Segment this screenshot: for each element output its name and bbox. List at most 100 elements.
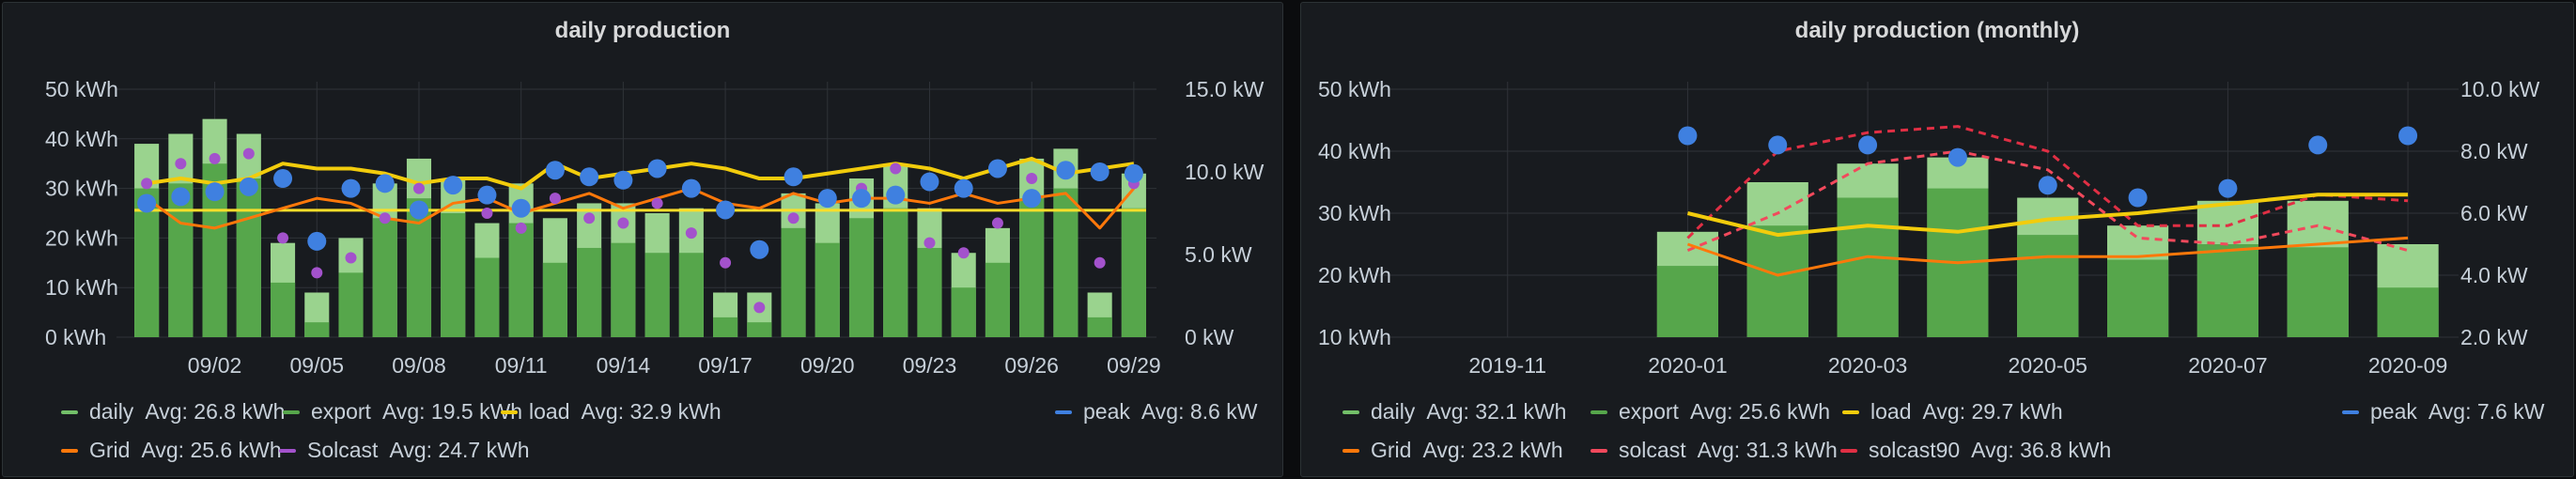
y-tick-label: 20 kWh	[45, 225, 118, 250]
x-tick-label: 09/02	[188, 353, 242, 378]
peak-point	[1768, 135, 1788, 155]
legend-item-daily[interactable]: daily Avg: 26.8 kWh	[61, 399, 285, 425]
x-tick-label: 2020-03	[1828, 353, 1907, 378]
export-bar	[1837, 197, 1899, 337]
x-tick-label: 2019-11	[1468, 353, 1546, 378]
export-bar	[577, 247, 602, 337]
grid-line	[1686, 236, 2409, 277]
peak-point	[1858, 135, 1878, 155]
legend-item-solcast[interactable]: Solcast Avg: 24.7 kWh	[279, 438, 530, 463]
export-bar	[848, 218, 875, 337]
legend-label: export	[1619, 399, 1679, 424]
solcast-line	[1686, 149, 2409, 253]
y-tick-label: 10 kWh	[1318, 325, 1391, 349]
export-bar	[1656, 266, 1718, 337]
legend-label: Solcast	[307, 438, 379, 462]
solcast-point	[412, 182, 425, 194]
export-bar	[815, 242, 840, 337]
legend-label: daily	[89, 399, 134, 424]
load-line	[1686, 193, 2409, 238]
solcast-point	[651, 197, 663, 209]
solcast-point	[991, 217, 1003, 229]
peak-point	[716, 200, 736, 220]
legend-item-peak[interactable]: peak Avg: 8.6 kW	[1055, 399, 1257, 425]
legend-label: Grid	[1371, 438, 1412, 462]
peak-point	[1022, 189, 1042, 209]
legend-item-grid[interactable]: Grid Avg: 25.6 kWh	[61, 438, 282, 463]
legend-avg: Avg: 36.8 kWh	[1971, 438, 2112, 462]
panel-title[interactable]: daily production	[554, 18, 731, 43]
legend-swatch	[283, 409, 300, 414]
legend-swatch	[501, 409, 518, 414]
legend-item-solcast90[interactable]: solcast90 Avg: 36.8 kWh	[1840, 438, 2111, 463]
legend-item-daily[interactable]: daily Avg: 32.1 kWh	[1342, 399, 1566, 425]
peak-point	[1056, 161, 1076, 180]
x-tick-label: 09/05	[290, 353, 345, 378]
solcast-point	[277, 232, 289, 244]
solcast-point	[957, 247, 970, 259]
peak-point	[375, 174, 395, 193]
legend-swatch	[1842, 409, 1859, 414]
peak-point	[273, 169, 293, 189]
legend-label: solcast	[1619, 438, 1686, 462]
y2-tick-label: 10.0 kW	[2460, 77, 2540, 101]
legend-avg: Avg: 24.7 kWh	[389, 438, 530, 462]
legend-avg: Avg: 32.9 kWh	[581, 399, 722, 424]
panel-daily-production: daily production 0 kWh 10 kWh 20 kWh 30 kWh…	[2, 2, 1283, 477]
chart-daily-production: 0 kWh 10 kWh 20 kWh 30 kWh 40 kWh 50 kWh 0 kW 5…	[45, 77, 1265, 378]
legend-swatch	[1840, 448, 1857, 453]
peak-point	[987, 159, 1007, 178]
legend-label: daily	[1371, 399, 1416, 424]
x-tick-label: 09/29	[1107, 353, 1161, 378]
legend-item-load[interactable]: load Avg: 29.7 kWh	[1842, 399, 2063, 425]
export-bar	[1053, 188, 1079, 337]
peak-point	[647, 159, 667, 178]
panel-title[interactable]: daily production (monthly)	[1794, 18, 2080, 43]
export-bar	[508, 223, 534, 337]
legend-item-peak[interactable]: peak Avg: 7.6 kW	[2342, 399, 2544, 425]
solcast-point	[1094, 256, 1106, 269]
legend-item-export[interactable]: export Avg: 25.6 kWh	[1591, 399, 1830, 425]
solcast-point	[685, 227, 697, 240]
solcast-point	[890, 162, 902, 175]
peak-point	[1124, 163, 1143, 183]
legend-item-load[interactable]: load Avg: 32.9 kWh	[501, 399, 722, 425]
legend-swatch	[1055, 409, 1072, 414]
peak-point	[307, 231, 327, 251]
y-tick-label: 10 kWh	[45, 275, 118, 300]
peak-point	[681, 178, 701, 198]
peak-point	[2398, 126, 2418, 146]
legend-row: Grid Avg: 23.2 kWh solcast Avg: 31.3 kWh sol…	[1342, 438, 2564, 466]
y-tick-label: 50 kWh	[45, 77, 118, 101]
legend-item-grid[interactable]: Grid Avg: 23.2 kWh	[1342, 438, 1563, 463]
legend-item-solcast[interactable]: solcast Avg: 31.3 kWh	[1591, 438, 1838, 463]
export-bar	[441, 213, 466, 337]
y2-tick-label: 15.0 kW	[1185, 77, 1265, 101]
y2-tick-label: 4.0 kW	[2460, 263, 2528, 287]
legend-item-export[interactable]: export Avg: 19.5 kWh	[283, 399, 522, 425]
peak-point	[137, 193, 157, 213]
solcast-point	[1026, 173, 1038, 185]
legend-label: solcast90	[1869, 438, 1961, 462]
solcast-point	[923, 237, 936, 249]
solcast-point	[583, 212, 596, 224]
legend-swatch	[279, 448, 296, 453]
solcast-point	[753, 301, 766, 314]
legend-row: daily Avg: 26.8 kWh export Avg: 19.5 kWh loa…	[61, 399, 1273, 427]
peak-point	[443, 176, 463, 195]
legend-swatch	[1591, 409, 1607, 414]
legend-row: Grid Avg: 25.6 kWh Solcast Avg: 24.7 kWh	[61, 438, 1273, 466]
export-bar	[2287, 247, 2349, 337]
export-bar	[134, 188, 160, 337]
export-bar	[747, 322, 772, 337]
export-bar	[917, 247, 942, 337]
legend-label: peak	[2370, 399, 2417, 424]
y2-tick-label: 8.0 kW	[2460, 139, 2528, 163]
peak-point	[477, 185, 497, 205]
solcast-point	[515, 222, 527, 234]
peak-point	[1678, 126, 1698, 146]
legend-avg: Avg: 19.5 kWh	[381, 399, 523, 424]
export-bar	[1019, 198, 1045, 337]
y-tick-label: 20 kWh	[1318, 263, 1391, 287]
peak-point	[613, 170, 633, 190]
